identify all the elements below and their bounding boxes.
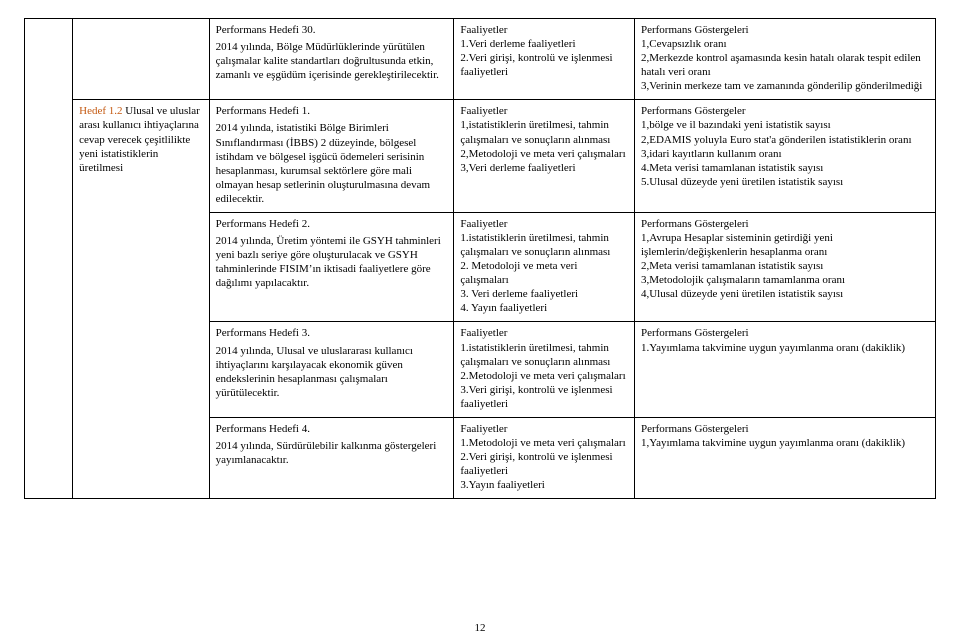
ph-cell: Performans Hedefi 1. 2014 yılında, istat… (209, 100, 454, 213)
pg-body: 1.Yayımlama takvimine uygun yayımlanma o… (641, 341, 929, 355)
fa-title: Faaliyetler (460, 104, 628, 118)
pg-body: 1,Avrupa Hesaplar sisteminin getirdiği y… (641, 231, 929, 301)
pg-title: Performans Göstergeleri (641, 217, 929, 231)
hedef-cell-empty (73, 19, 209, 100)
pg-title: Performans Göstergeleri (641, 23, 929, 37)
ph-body: 2014 yılında, istatistiki Bölge Birimler… (216, 121, 448, 205)
fa-cell: Faaliyetler 1.istatistiklerin üretilmesi… (454, 212, 635, 322)
ph-title: Performans Hedefi 4. (216, 422, 448, 436)
fa-title: Faaliyetler (460, 326, 628, 340)
pg-cell: Performans Göstergeleri 1.Yayımlama takv… (634, 322, 935, 417)
pg-title: Performans Göstergeler (641, 104, 929, 118)
hedef-cell: Hedef 1.2 Ulusal ve uluslar arası kullan… (73, 100, 209, 499)
ph-cell: Performans Hedefi 4. 2014 yılında, Sürdü… (209, 417, 454, 498)
main-table: Performans Hedefi 30. 2014 yılında, Bölg… (24, 18, 936, 499)
ph-title: Performans Hedefi 3. (216, 326, 448, 340)
page: Performans Hedefi 30. 2014 yılında, Bölg… (0, 0, 960, 640)
fa-cell: Faaliyetler 1.Veri derleme faaliyetleri2… (454, 19, 635, 100)
table-row: Performans Hedefi 30. 2014 yılında, Bölg… (25, 19, 936, 100)
pg-body: 1,bölge ve il bazındaki yeni istatistik … (641, 118, 929, 188)
fa-title: Faaliyetler (460, 422, 628, 436)
ph-cell: Performans Hedefi 30. 2014 yılında, Bölg… (209, 19, 454, 100)
ph-body: 2014 yılında, Bölge Müdürlüklerinde yürü… (216, 40, 448, 82)
fa-cell: Faaliyetler 1,istatistiklerin üretilmesi… (454, 100, 635, 213)
ph-title: Performans Hedefi 1. (216, 104, 448, 118)
fa-body: 1.istatistiklerin üretilmesi, tahmin çal… (460, 341, 628, 411)
pg-cell: Performans Göstergeleri 1,Yayımlama takv… (634, 417, 935, 498)
fa-cell: Faaliyetler 1.istatistiklerin üretilmesi… (454, 322, 635, 417)
pg-cell: Performans Göstergeler 1,bölge ve il baz… (634, 100, 935, 213)
ph-cell: Performans Hedefi 3. 2014 yılında, Ulusa… (209, 322, 454, 417)
pg-cell: Performans Göstergeleri 1,Avrupa Hesapla… (634, 212, 935, 322)
hedef-title: Hedef 1.2 (79, 105, 125, 117)
ph-title: Performans Hedefi 30. (216, 23, 448, 37)
fa-body: 1,istatistiklerin üretilmesi, tahmin çal… (460, 118, 628, 174)
ph-body: 2014 yılında, Ulusal ve uluslararası kul… (216, 344, 448, 400)
ph-title: Performans Hedefi 2. (216, 217, 448, 231)
pg-body: 1,Yayımlama takvimine uygun yayımlanma o… (641, 436, 929, 450)
fa-body: 1.Veri derleme faaliyetleri2.Veri girişi… (460, 37, 628, 79)
pg-body: 1,Cevapsızlık oranı2,Merkezde kontrol aş… (641, 37, 929, 93)
ph-cell: Performans Hedefi 2. 2014 yılında, Üreti… (209, 212, 454, 322)
pg-cell: Performans Göstergeleri 1,Cevapsızlık or… (634, 19, 935, 100)
fa-body: 1.istatistiklerin üretilmesi, tahmin çal… (460, 231, 628, 315)
pg-title: Performans Göstergeleri (641, 326, 929, 340)
ph-body: 2014 yılında, Üretim yöntemi ile GSYH ta… (216, 234, 448, 290)
fa-cell: Faaliyetler 1.Metodoloji ve meta veri ça… (454, 417, 635, 498)
fa-title: Faaliyetler (460, 217, 628, 231)
pg-title: Performans Göstergeleri (641, 422, 929, 436)
table-row: Hedef 1.2 Ulusal ve uluslar arası kullan… (25, 100, 936, 213)
fa-title: Faaliyetler (460, 23, 628, 37)
left-margin-cell (25, 19, 73, 499)
ph-body: 2014 yılında, Sürdürülebilir kalkınma gö… (216, 439, 448, 467)
fa-body: 1.Metodoloji ve meta veri çalışmaları2.V… (460, 436, 628, 492)
page-number: 12 (0, 622, 960, 634)
